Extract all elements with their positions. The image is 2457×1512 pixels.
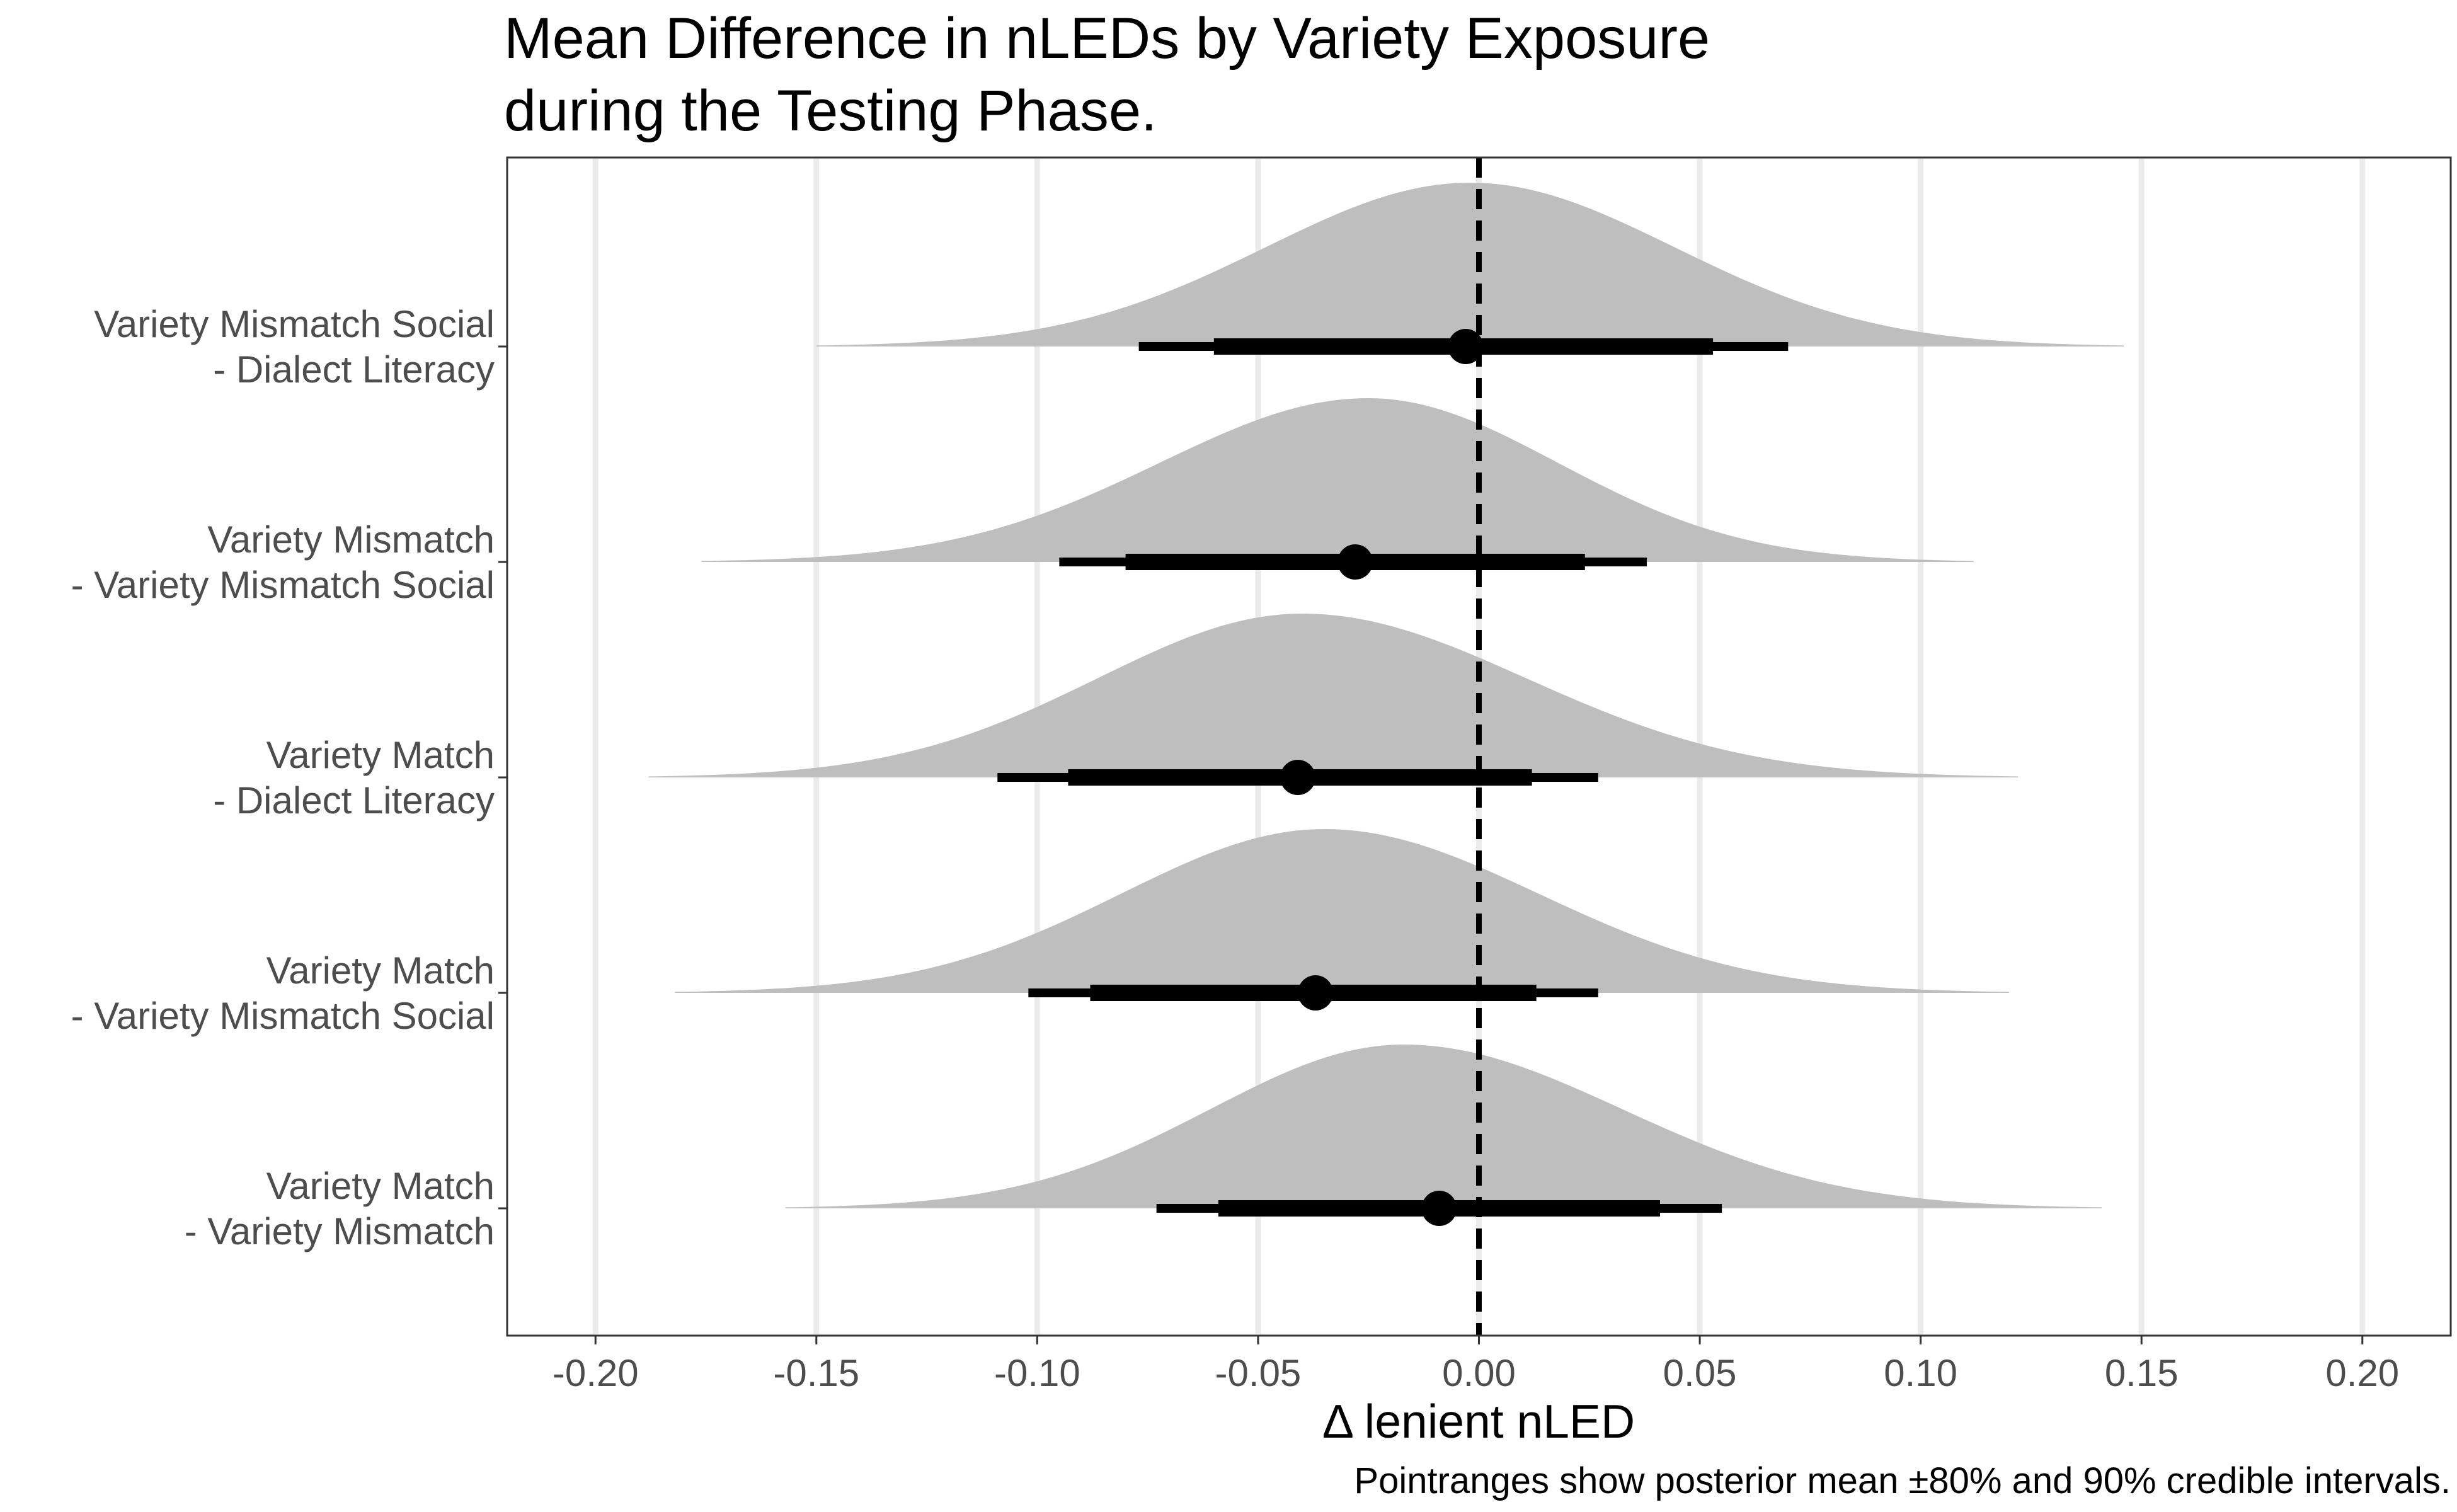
y-tick-label: Variety Match - Variety Mismatch <box>185 1165 495 1252</box>
density-area <box>648 614 2018 777</box>
y-tick-label-line: Variety Mismatch <box>207 518 495 561</box>
plot-panel-border <box>506 156 2452 1337</box>
interval-marks <box>997 329 1789 1226</box>
x-tick-label: 0.20 <box>2325 1352 2399 1394</box>
y-tick-label-line: - Variety Mismatch <box>185 1210 495 1252</box>
y-tick-label-line: - Variety Mismatch Social <box>71 564 495 606</box>
density-area <box>675 829 2009 993</box>
chart-title-line: Mean Difference in nLEDs by Variety Expo… <box>504 6 1710 71</box>
y-tick-label-line: Variety Match <box>266 1165 495 1207</box>
density-areas <box>648 183 2124 1208</box>
x-axis-title: Δ lenient nLED <box>1322 1395 1635 1448</box>
x-tick-label: 0.05 <box>1663 1352 1737 1394</box>
x-tick-label: -0.15 <box>773 1352 859 1394</box>
mean-point <box>1448 329 1484 364</box>
density-area <box>785 1045 2102 1208</box>
y-axis-ticks: Variety Mismatch Social - Dialect Literac… <box>71 303 507 1252</box>
y-tick-label-line: - Variety Mismatch Social <box>71 995 495 1037</box>
y-tick-label: Variety Mismatch Social - Dialect Literac… <box>94 303 495 391</box>
mean-point <box>1337 544 1373 580</box>
y-tick-label: Variety Match - Variety Mismatch Social <box>71 949 495 1037</box>
x-tick-label: 0.10 <box>1884 1352 1957 1394</box>
density-area <box>701 398 1974 562</box>
y-tick-label-line: Variety Match <box>266 734 495 776</box>
chart-caption: Pointranges show posterior mean ±80% and… <box>1354 1460 2451 1501</box>
mean-point <box>1280 760 1316 795</box>
x-tick-label: -0.20 <box>553 1352 639 1394</box>
y-tick-label: Variety Match - Dialect Literacy <box>213 734 495 822</box>
x-tick-label: -0.10 <box>994 1352 1080 1394</box>
mean-point <box>1421 1191 1457 1226</box>
y-tick-label-line: - Dialect Literacy <box>213 348 495 391</box>
chart-title: Mean Difference in nLEDs by Variety Expo… <box>504 6 1710 143</box>
y-tick-label-line: Variety Mismatch Social <box>94 303 495 345</box>
x-axis-ticks: -0.20 -0.15 -0.10 -0.05 0.00 0.05 0.10 0.15 0.20 <box>553 1336 2399 1394</box>
mean-point <box>1298 975 1334 1011</box>
x-tick-label: 0.15 <box>2105 1352 2179 1394</box>
x-tick-label: 0.00 <box>1442 1352 1516 1394</box>
chart-title-line: during the Testing Phase. <box>504 79 1157 143</box>
y-tick-label-line: - Dialect Literacy <box>213 779 495 822</box>
x-tick-label: -0.05 <box>1215 1352 1302 1394</box>
y-tick-label: Variety Mismatch - Variety Mismatch Socia… <box>71 518 495 606</box>
y-tick-label-line: Variety Match <box>266 949 495 992</box>
density-area <box>816 183 2124 346</box>
